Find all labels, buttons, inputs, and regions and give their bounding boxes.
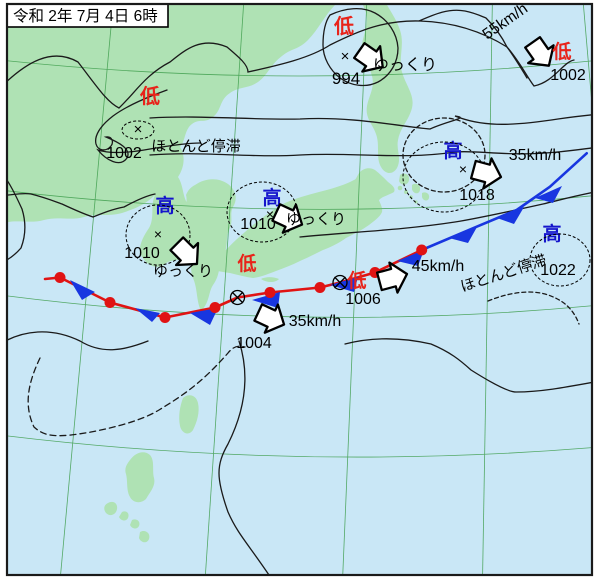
svg-text:1002: 1002 — [550, 67, 586, 84]
svg-text:令和 2年 7月 4日 6時: 令和 2年 7月 4日 6時 — [13, 7, 158, 25]
svg-text:低: 低 — [139, 84, 160, 108]
svg-text:×: × — [134, 121, 143, 138]
svg-text:1010: 1010 — [240, 216, 276, 233]
svg-text:35km/h: 35km/h — [289, 313, 341, 330]
svg-text:1006: 1006 — [345, 291, 381, 308]
svg-text:994: 994 — [332, 69, 360, 88]
svg-text:低: 低 — [333, 14, 354, 38]
svg-text:低: 低 — [551, 40, 571, 63]
svg-text:低: 低 — [346, 269, 366, 292]
svg-text:ゆっくり: ゆっくり — [373, 56, 437, 74]
svg-text:×: × — [459, 161, 467, 177]
svg-text:1018: 1018 — [459, 187, 495, 204]
svg-text:×: × — [154, 226, 162, 242]
svg-text:低: 低 — [236, 252, 256, 275]
svg-text:1002: 1002 — [106, 145, 142, 162]
svg-text:ほとんど停滞: ほとんど停滞 — [151, 138, 241, 155]
svg-text:ゆっくり: ゆっくり — [286, 211, 346, 228]
svg-text:45km/h: 45km/h — [412, 258, 464, 275]
svg-text:1004: 1004 — [236, 335, 272, 352]
svg-text:35km/h: 35km/h — [509, 147, 561, 164]
svg-text:ゆっくり: ゆっくり — [153, 263, 213, 280]
svg-text:×: × — [341, 48, 350, 65]
svg-text:高: 高 — [542, 222, 561, 245]
svg-text:1010: 1010 — [124, 245, 160, 262]
